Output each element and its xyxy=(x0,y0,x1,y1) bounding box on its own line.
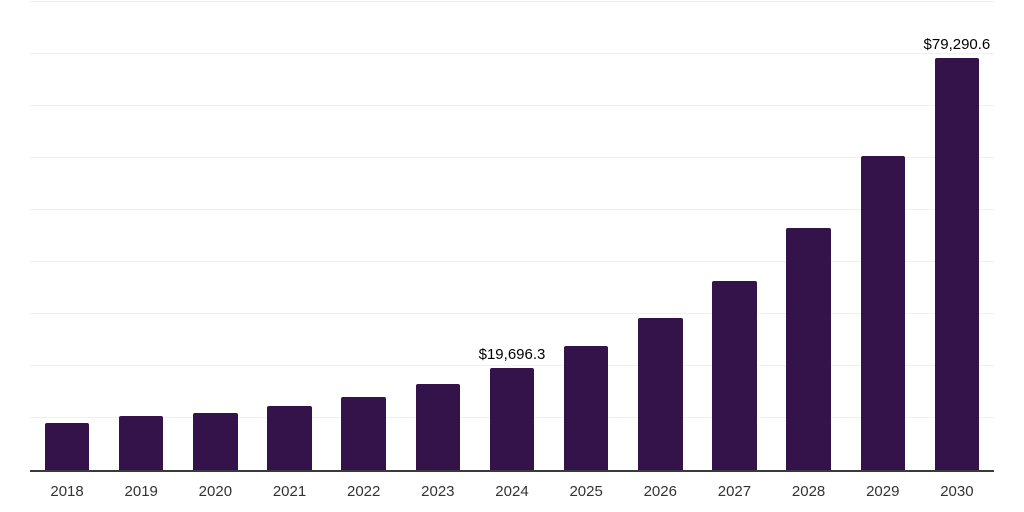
gridline xyxy=(30,313,994,314)
x-axis-line xyxy=(30,470,994,472)
bar-2018 xyxy=(44,423,90,470)
bar-value-label-2024: $19,696.3 xyxy=(478,345,546,363)
bar-2019 xyxy=(118,415,164,470)
x-tick-label-2022: 2022 xyxy=(346,483,381,500)
gridline xyxy=(30,365,994,366)
bar-2021 xyxy=(267,405,312,470)
bar-2022 xyxy=(341,396,386,470)
x-tick-label-2023: 2023 xyxy=(421,483,455,500)
bar-2024 xyxy=(489,367,535,470)
x-tick-label-2025: 2025 xyxy=(569,483,603,500)
x-tick-label-2019: 2019 xyxy=(124,483,158,500)
gridline xyxy=(30,261,994,262)
gridline xyxy=(30,157,994,158)
gridline xyxy=(30,209,994,210)
bar-value-label-2030: $79,290.6 xyxy=(923,35,991,53)
bar-2027 xyxy=(712,281,757,470)
x-axis-labels: 2018 2019 2020 2021 2022 2023 2024 2025 2026 2027… xyxy=(30,481,994,503)
x-tick-label-2029: 2029 xyxy=(866,483,900,500)
x-tick-label-2026: 2026 xyxy=(643,483,677,500)
gridline xyxy=(30,1,994,2)
gridline xyxy=(30,105,994,106)
plot-area: $19,696.3 $79,290.6 xyxy=(30,1,994,472)
bar-2025 xyxy=(563,345,609,470)
bar-2028 xyxy=(786,228,831,470)
x-tick-label-2027: 2027 xyxy=(717,483,752,500)
x-tick-label-2020: 2020 xyxy=(198,483,233,500)
x-tick-label-2018: 2018 xyxy=(50,483,84,500)
bar-2020 xyxy=(193,412,238,470)
bar-2026 xyxy=(638,318,683,470)
gridline xyxy=(30,53,994,54)
x-tick-label-2028: 2028 xyxy=(791,483,826,500)
x-tick-label-2021: 2021 xyxy=(272,483,307,500)
bar-2030 xyxy=(934,57,980,470)
bar-2023 xyxy=(415,384,461,470)
x-tick-label-2030: 2030 xyxy=(940,483,974,500)
x-tick-label-2024: 2024 xyxy=(495,483,529,500)
bar-2029 xyxy=(860,155,906,470)
